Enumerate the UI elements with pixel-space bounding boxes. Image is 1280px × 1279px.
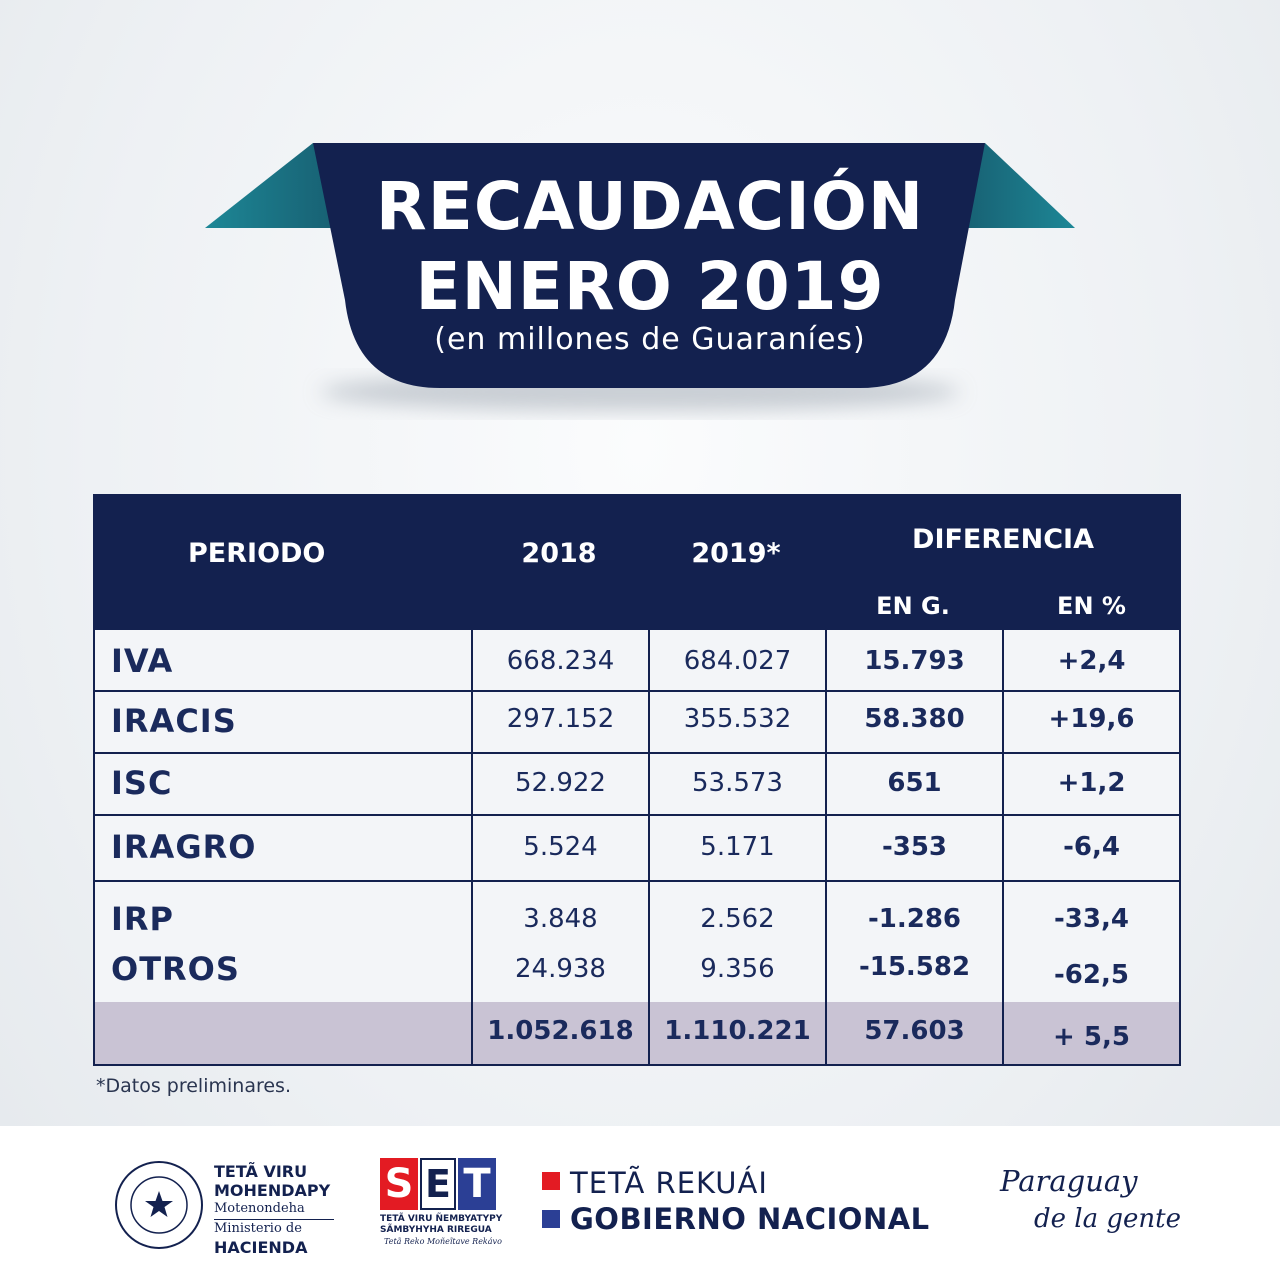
cell-dif-g: -353 <box>881 832 948 862</box>
row-label: OTROS <box>111 950 240 988</box>
set-line2: SÃMBYHYHA RIREGUA <box>380 1225 492 1235</box>
row-label: IVA <box>111 642 174 680</box>
set-line3: Tetã Reko Moñeĩtave Rekávo <box>384 1237 502 1246</box>
row-label: ISC <box>111 764 173 802</box>
cell-dif-pct: -33,4 <box>1054 904 1129 934</box>
table-body: IVA 668.234 684.027 15.793 +2,4 IRACIS 2… <box>93 630 1181 1066</box>
cell-2019: 355.532 <box>683 704 792 734</box>
cell-2019: 684.027 <box>683 646 792 676</box>
header-en-pct: EN % <box>1057 592 1126 620</box>
table-row: IRACIS 297.152 355.532 58.380 +19,6 <box>95 690 1179 754</box>
title-banner <box>205 143 1075 412</box>
banner-shape <box>313 143 985 388</box>
set-letter-box: E <box>420 1158 456 1210</box>
cell-2018: 5.524 <box>523 832 598 862</box>
hacienda-line2: MOHENDAPY <box>214 1181 331 1200</box>
total-dif-g: 57.603 <box>864 1016 965 1046</box>
table-row: IVA 668.234 684.027 15.793 +2,4 <box>95 630 1179 692</box>
set-letter-box: S <box>380 1158 418 1210</box>
set-line1: TETÃ VIRU ÑEMBYATYPY <box>380 1214 503 1224</box>
set-letter: T <box>463 1161 491 1207</box>
header-en-g: EN G. <box>876 592 950 620</box>
cell-2019: 9.356 <box>700 954 775 984</box>
cell-2019: 5.171 <box>700 832 775 862</box>
row-label: IRACIS <box>111 702 237 740</box>
red-square-icon <box>542 1172 560 1190</box>
cell-2019: 53.573 <box>692 768 783 798</box>
cell-2018: 297.152 <box>506 704 615 734</box>
hacienda-line4: Ministerio de <box>214 1221 302 1236</box>
cell-2018: 24.938 <box>515 954 606 984</box>
header-diferencia: DIFERENCIA <box>912 524 1094 555</box>
table-row-group: IRP OTROS 3.848 24.938 2.562 9.356 -1.28… <box>95 880 1179 1004</box>
header-periodo: PERIODO <box>188 538 326 569</box>
cell-dif-g: -1.286 <box>867 904 962 934</box>
set-letter: S <box>384 1161 414 1207</box>
cell-dif-g: 15.793 <box>864 646 965 676</box>
paraguay-line2: de la gente <box>1034 1204 1181 1234</box>
gobierno-line1: TETÃ REKUÁI <box>570 1166 768 1200</box>
total-2019: 1.110.221 <box>664 1016 811 1046</box>
hacienda-divider <box>214 1219 334 1220</box>
hacienda-line3: Motenondeha <box>214 1201 305 1216</box>
cell-dif-pct: +1,2 <box>1057 768 1126 798</box>
cell-dif-pct: +2,4 <box>1057 646 1126 676</box>
gobierno-line2: GOBIERNO NACIONAL <box>570 1202 930 1236</box>
cell-dif-pct: -62,5 <box>1054 960 1129 990</box>
cell-2018: 52.922 <box>515 768 606 798</box>
row-label: IRAGRO <box>111 828 257 866</box>
hacienda-line1: TETÃ VIRU <box>214 1162 308 1181</box>
seal-icon <box>115 1161 203 1249</box>
cell-dif-pct: +19,6 <box>1048 704 1135 734</box>
header-2019: 2019* <box>691 538 781 569</box>
cell-dif-g: 58.380 <box>864 704 965 734</box>
total-dif-pct: + 5,5 <box>1053 1022 1130 1052</box>
hacienda-line5: HACIENDA <box>214 1238 308 1257</box>
blue-square-icon <box>542 1210 560 1228</box>
title-line-2: ENERO 2019 <box>415 248 885 325</box>
row-label: IRP <box>111 900 174 938</box>
table-row: ISC 52.922 53.573 651 +1,2 <box>95 752 1179 816</box>
cell-2019: 2.562 <box>700 904 775 934</box>
table-row: IRAGRO 5.524 5.171 -353 -6,4 <box>95 814 1179 882</box>
total-row: 1.052.618 1.110.221 57.603 + 5,5 <box>95 1002 1179 1064</box>
table-header: PERIODO 2018 2019* DIFERENCIA EN G. EN % <box>93 494 1181 630</box>
cell-dif-g: 651 <box>887 768 942 798</box>
total-2018: 1.052.618 <box>487 1016 634 1046</box>
cell-2018: 3.848 <box>523 904 598 934</box>
cell-dif-pct: -6,4 <box>1063 832 1120 862</box>
header-2018: 2018 <box>521 538 597 569</box>
footer: TETÃ VIRU MOHENDAPY Motenondeha Minister… <box>0 1126 1280 1279</box>
revenue-table: PERIODO 2018 2019* DIFERENCIA EN G. EN %… <box>93 494 1181 1066</box>
cell-2018: 668.234 <box>506 646 615 676</box>
set-letter-box: T <box>458 1158 496 1210</box>
paraguay-line1: Paraguay <box>1000 1164 1138 1198</box>
cell-dif-g: -15.582 <box>858 952 971 982</box>
title-subtitle: (en millones de Guaraníes) <box>434 322 866 357</box>
set-letter: E <box>425 1162 451 1206</box>
title-line-1: RECAUDACIÓN <box>375 168 925 245</box>
footnote: *Datos preliminares. <box>96 1075 291 1097</box>
